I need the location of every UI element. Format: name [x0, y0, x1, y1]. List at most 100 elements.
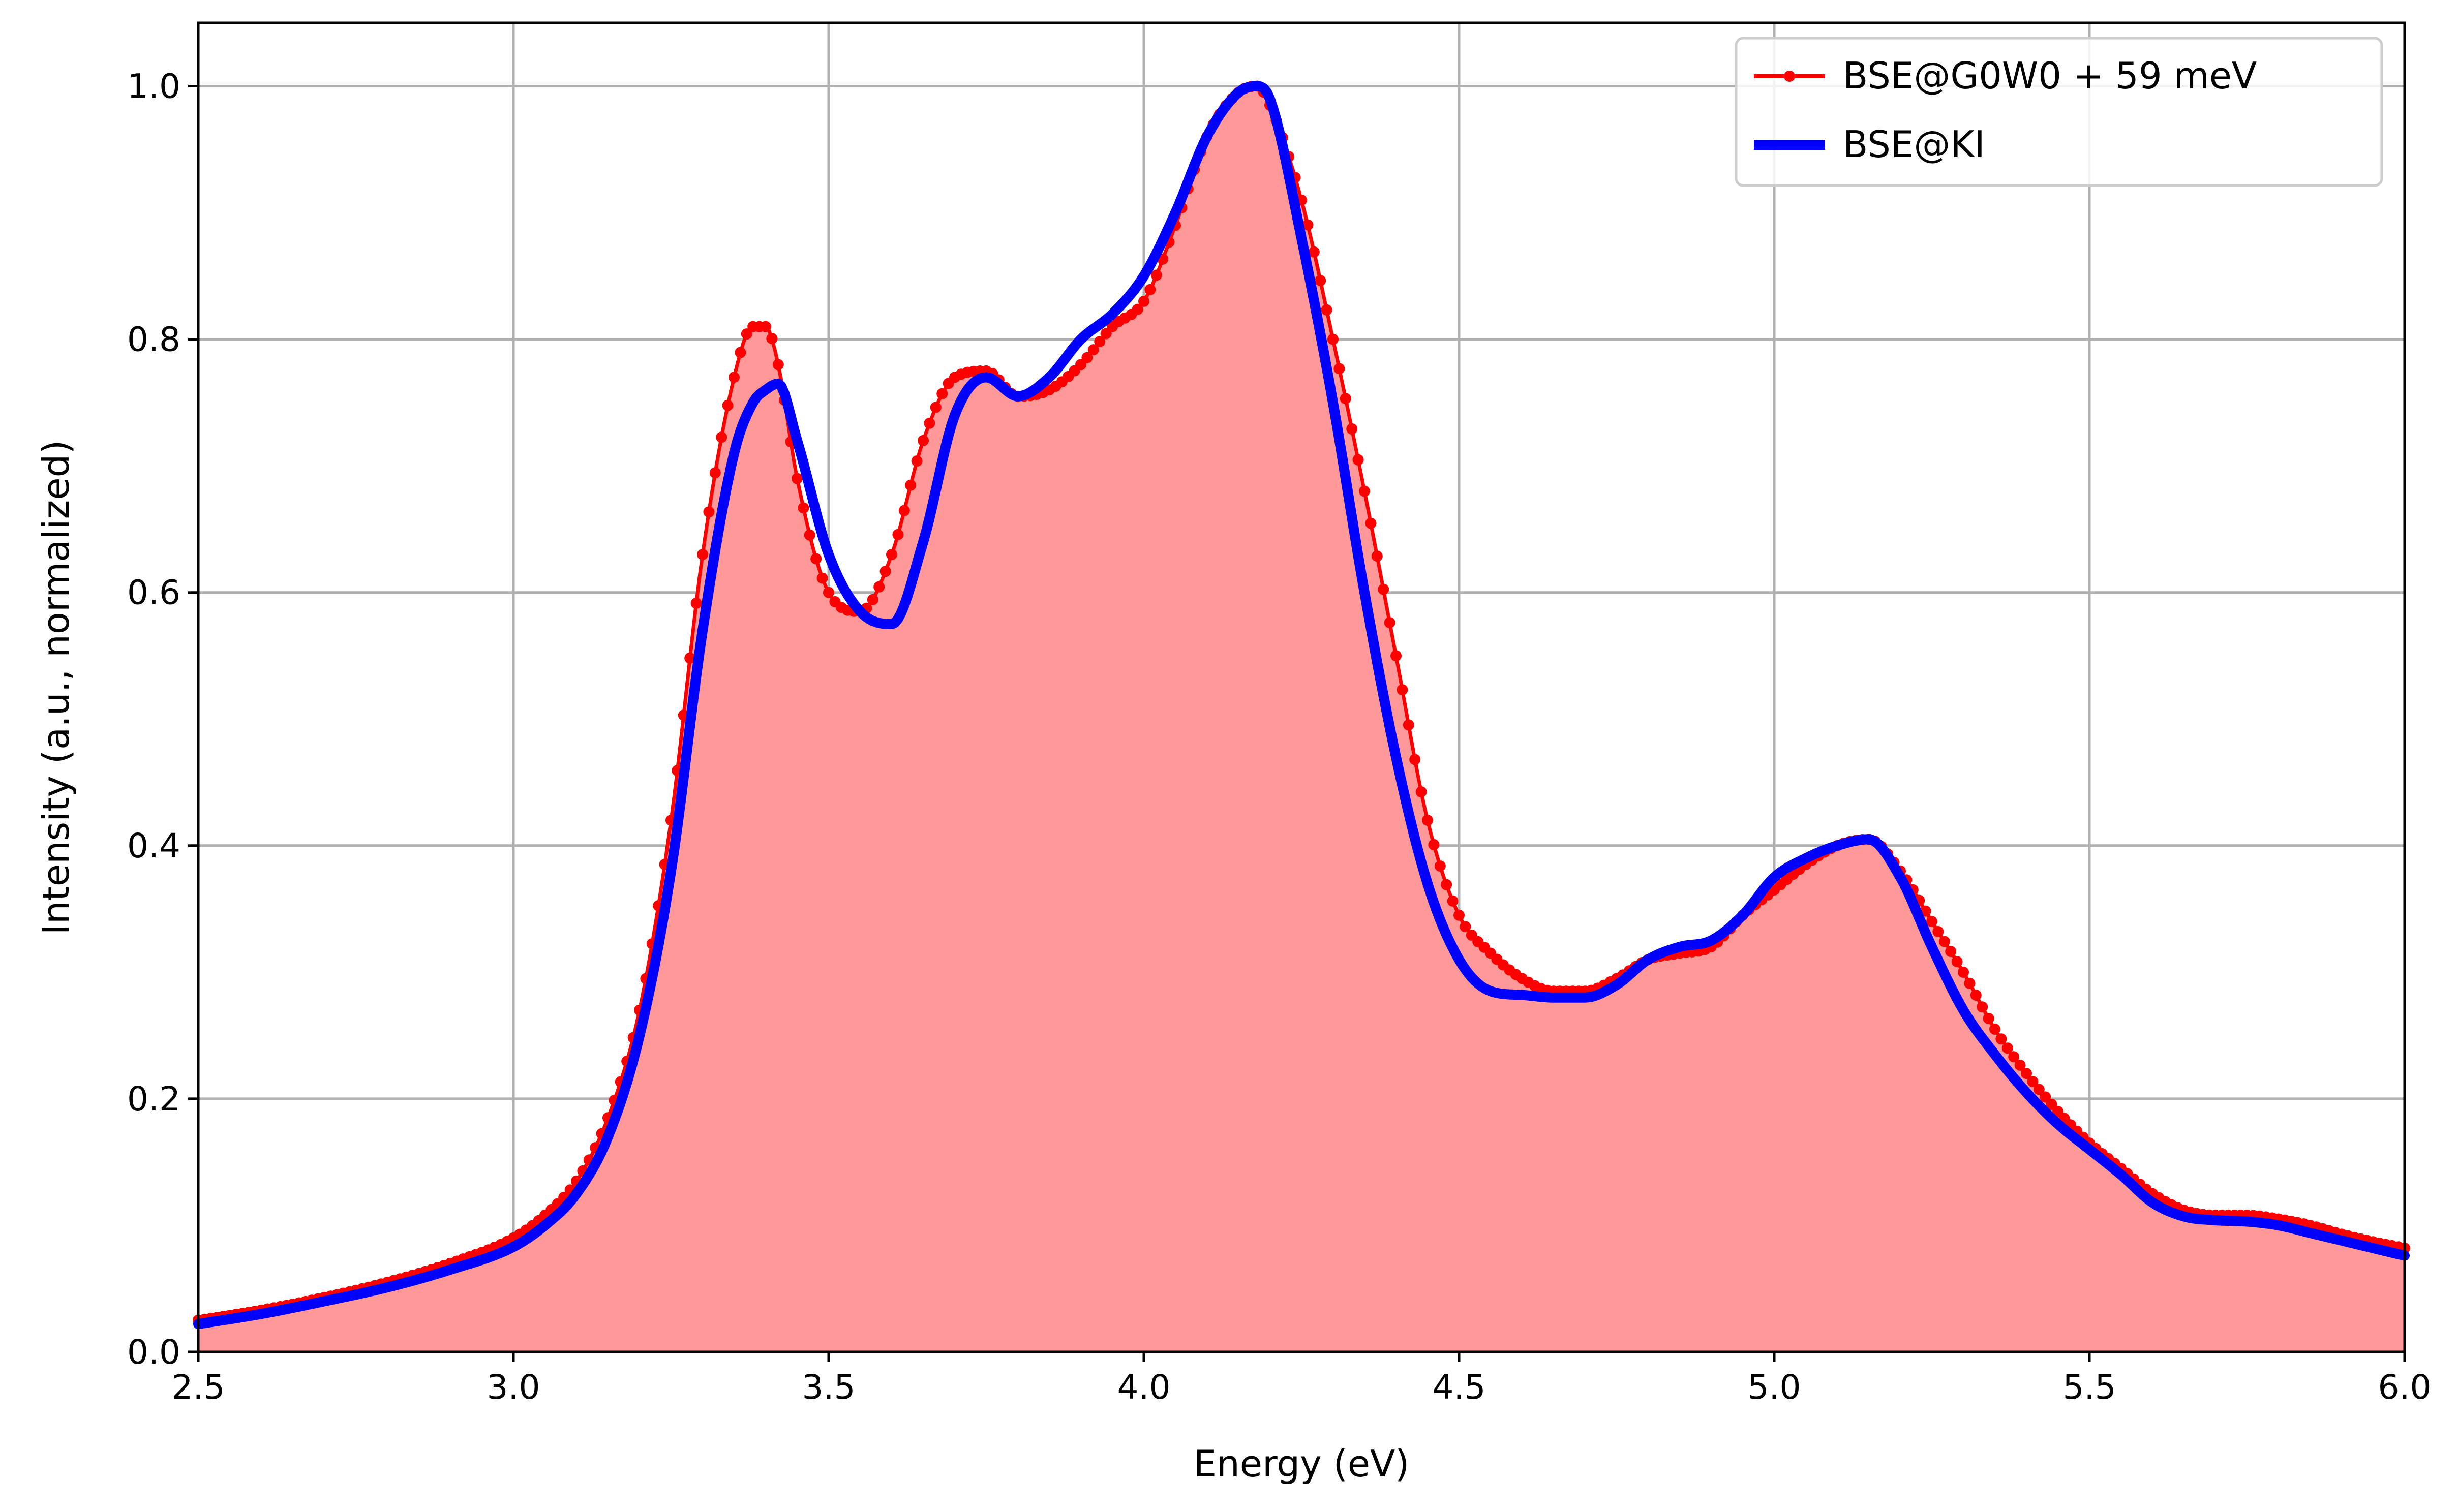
data-point [1995, 1033, 2007, 1045]
data-point [792, 473, 803, 484]
data-point [886, 549, 897, 560]
data-point [905, 479, 917, 491]
data-point [1138, 295, 1149, 307]
data-point [772, 359, 784, 371]
data-point [930, 402, 942, 413]
data-point [741, 328, 752, 340]
data-point [1951, 956, 1963, 968]
legend-box [1735, 37, 2383, 187]
data-point [1970, 990, 1982, 1001]
data-point [1308, 246, 1320, 258]
data-point [1340, 393, 1351, 405]
y-tick-label: 0.4 [127, 826, 180, 866]
y-tick-label: 0.2 [127, 1079, 180, 1119]
data-point [1087, 344, 1099, 356]
data-point [1434, 860, 1446, 872]
data-point [892, 529, 904, 540]
x-tick-label: 3.5 [802, 1368, 856, 1407]
data-point [1371, 550, 1383, 562]
data-point [1384, 617, 1395, 629]
data-point [2040, 1091, 2051, 1103]
data-point [690, 597, 702, 609]
data-point [804, 529, 815, 541]
x-tick-label: 2.5 [172, 1368, 225, 1407]
y-tick-label: 1.0 [127, 67, 180, 106]
data-point [1390, 650, 1402, 662]
data-point [798, 502, 809, 514]
data-point [1460, 921, 1471, 933]
data-point [1453, 909, 1465, 921]
legend: BSE@G0W0 + 59 meV BSE@KI [1735, 37, 2383, 187]
data-point [1397, 684, 1408, 696]
data-point [1132, 303, 1143, 315]
data-point [1150, 269, 1162, 281]
data-point [1333, 363, 1345, 375]
y-tick-label: 0.6 [127, 573, 180, 612]
data-point [2014, 1059, 2026, 1071]
x-tick-label: 6.0 [2378, 1368, 2432, 1407]
y-axis: 0.0 0.2 0.4 0.6 0.8 1.0 [127, 67, 198, 1372]
data-point [810, 553, 822, 565]
data-point [1081, 352, 1093, 363]
series-ki-line [193, 81, 2410, 1330]
data-point [1409, 754, 1421, 765]
x-tick-label: 5.5 [2063, 1368, 2116, 1407]
data-point [1352, 454, 1364, 466]
data-point [1378, 583, 1389, 595]
y-tick-label: 0.8 [127, 320, 180, 359]
data-point [2001, 1042, 2013, 1054]
y-axis-label: Intensity (a.u., normalized) [35, 440, 77, 935]
data-point [1422, 815, 1433, 826]
data-point [1094, 336, 1106, 347]
data-point [703, 506, 715, 518]
data-point [1983, 1012, 1994, 1024]
data-point [924, 417, 935, 429]
data-point [1415, 786, 1427, 797]
x-axis-label: Energy (eV) [1194, 1442, 1410, 1485]
data-point [1321, 304, 1332, 316]
data-point [1447, 895, 1459, 907]
data-point [684, 652, 696, 664]
data-point [873, 581, 885, 593]
data-point [1346, 423, 1358, 435]
data-point [1359, 485, 1370, 497]
data-point [1926, 916, 1937, 928]
data-point [1441, 879, 1452, 890]
data-point [936, 388, 948, 399]
data-point [879, 566, 891, 577]
x-tick-label: 3.0 [487, 1368, 540, 1407]
data-point [1302, 219, 1314, 231]
data-point [1144, 284, 1156, 295]
data-point [1932, 926, 1944, 937]
data-point [1958, 966, 1969, 978]
data-point [1938, 936, 1950, 947]
data-point [1315, 275, 1326, 287]
data-point [1964, 977, 1976, 989]
data-point [697, 549, 708, 560]
data-point [911, 455, 923, 467]
legend-label-g0w0: BSE@G0W0 + 59 meV [1843, 54, 2257, 97]
axes-frame [197, 21, 2406, 1353]
x-tick-label: 5.0 [1748, 1368, 1801, 1407]
data-point [816, 572, 828, 584]
x-axis: 2.5 3.0 3.5 4.0 4.5 5.0 5.5 6.0 [172, 1352, 2432, 1407]
y-tick-label: 0.0 [127, 1333, 180, 1372]
data-point [1365, 517, 1377, 529]
data-point [1989, 1023, 2000, 1035]
data-point [2008, 1051, 2020, 1063]
data-point [1428, 839, 1440, 850]
data-point [1945, 946, 1957, 958]
data-point [2027, 1076, 2039, 1087]
data-point [729, 372, 740, 383]
data-point [722, 399, 734, 411]
data-point [898, 505, 910, 516]
x-tick-label: 4.0 [1117, 1368, 1171, 1407]
data-point [735, 347, 746, 358]
data-point [766, 333, 778, 345]
data-point [1327, 333, 1339, 345]
data-point [709, 467, 721, 479]
data-point [918, 435, 929, 446]
legend-label-ki: BSE@KI [1843, 123, 1985, 166]
x-tick-label: 4.5 [1433, 1368, 1486, 1407]
